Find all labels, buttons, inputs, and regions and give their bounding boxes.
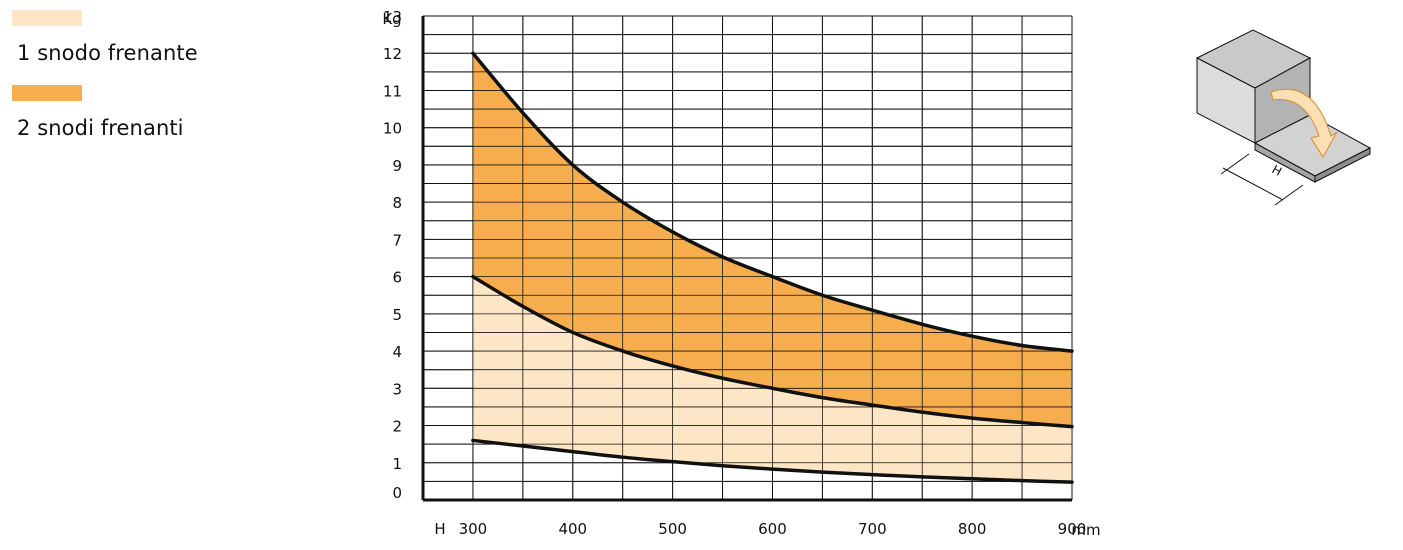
y-tick-label: 12 <box>383 45 402 63</box>
curve-1-snodo-frenante <box>471 274 1074 429</box>
legend: 1 snodo frenante 2 snodi frenanti <box>12 10 198 160</box>
dimension-label: H <box>1270 162 1285 179</box>
curve-lower-limit <box>471 438 1074 484</box>
y-tick-label: 4 <box>392 343 402 361</box>
rotation-arrow-icon <box>1270 88 1338 159</box>
y-tick-label: 11 <box>383 82 402 100</box>
y-tick-label: 3 <box>392 380 402 398</box>
x-tick-label: 700 <box>858 520 887 538</box>
y-tick-label: 2 <box>392 418 402 436</box>
x-tick-label: 600 <box>758 520 787 538</box>
x-tick-label: 900 <box>1058 520 1087 538</box>
dimension-line <box>1222 167 1284 201</box>
x-tick-label: 500 <box>658 520 687 538</box>
y-tick-label: 9 <box>392 157 402 175</box>
y-tick-label: 8 <box>392 194 402 212</box>
x-axis-label: H <box>434 520 445 538</box>
y-tick-label: 0 <box>392 484 402 502</box>
y-tick-label: 10 <box>383 120 402 138</box>
x-tick-label: 800 <box>958 520 987 538</box>
x-tick-label: 300 <box>459 520 488 538</box>
x-tick-label: 400 <box>558 520 587 538</box>
y-axis-label: Kg <box>382 10 401 28</box>
y-tick-label: 1 <box>392 455 402 473</box>
door-hinge-diagram: H <box>1195 29 1372 206</box>
legend-swatch-2-snodi <box>12 85 82 101</box>
legend-label-1-snodo: 1 snodo frenante <box>17 41 198 65</box>
door-panel-side <box>1314 147 1371 183</box>
y-tick-label: 13 <box>383 8 402 26</box>
dimension-tick-left <box>1220 153 1250 175</box>
y-tick-label: 6 <box>392 269 402 287</box>
legend-swatch-1-snodo <box>12 10 82 26</box>
x-axis-unit: mm <box>1071 521 1100 539</box>
legend-label-2-snodi: 2 snodi frenanti <box>17 116 184 140</box>
y-tick-label: 7 <box>392 231 402 249</box>
curve-2-snodi-frenanti <box>471 51 1074 353</box>
y-tick-label: 5 <box>392 306 402 324</box>
dimension-tick-right <box>1274 184 1304 206</box>
